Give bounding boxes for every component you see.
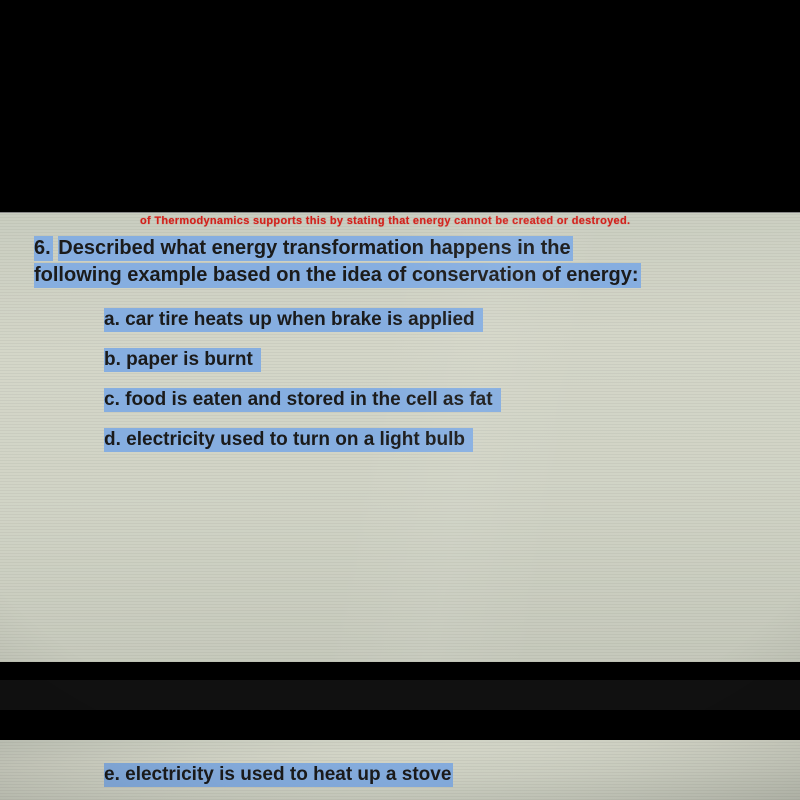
- option-d-text: d. electricity used to turn on a light b…: [104, 428, 473, 452]
- question-stem-line2: following example based on the idea of c…: [34, 263, 641, 288]
- option-b-text: b. paper is burnt: [104, 348, 261, 372]
- option-a: a. car tire heats up when brake is appli…: [104, 309, 501, 331]
- page-divider-bar: [0, 680, 800, 710]
- option-e-text: e. electricity is used to heat up a stov…: [104, 763, 453, 787]
- option-a-text: a. car tire heats up when brake is appli…: [104, 308, 483, 332]
- option-b: b. paper is burnt: [104, 349, 501, 371]
- question-stem: 6. Described what energy transformation …: [34, 235, 766, 289]
- option-c-text: c. food is eaten and stored in the cell …: [104, 388, 501, 412]
- question-number: 6.: [34, 236, 53, 261]
- previous-answer-red-text: of Thermodynamics supports this by stati…: [140, 215, 630, 227]
- document-page-lower: e. electricity is used to heat up a stov…: [0, 740, 800, 800]
- option-e: e. electricity is used to heat up a stov…: [104, 764, 453, 786]
- document-page-upper: of Thermodynamics supports this by stati…: [0, 212, 800, 662]
- option-d: d. electricity used to turn on a light b…: [104, 429, 501, 451]
- screenshot-root: of Thermodynamics supports this by stati…: [0, 0, 800, 800]
- option-c: c. food is eaten and stored in the cell …: [104, 389, 501, 411]
- options-list: a. car tire heats up when brake is appli…: [104, 309, 501, 469]
- question-stem-line1: Described what energy transformation hap…: [58, 236, 572, 261]
